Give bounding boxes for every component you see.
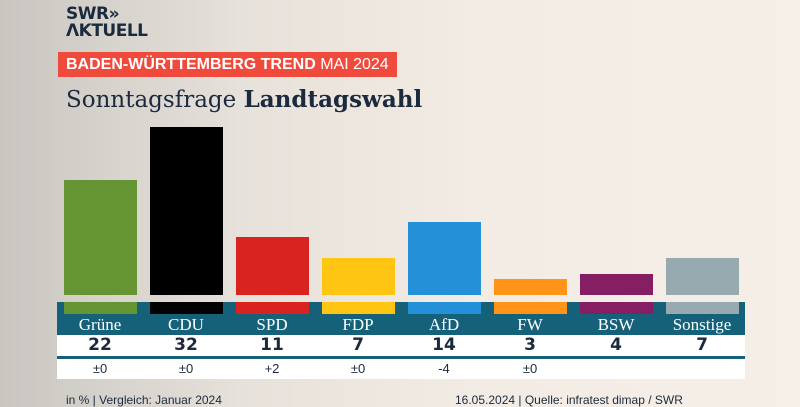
value-label: 14 [432, 335, 456, 355]
value-label: 7 [696, 335, 708, 355]
swatch-4 [408, 302, 481, 314]
value-label: 32 [174, 335, 198, 355]
bar-1 [150, 127, 223, 295]
bar-4 [408, 221, 481, 295]
change-label: ±0 [350, 361, 366, 376]
banner: BADEN-WÜRTTEMBERG TREND MAI 2024 [58, 52, 397, 77]
bar-3 [322, 258, 395, 295]
title-bold: Landtagswahl [243, 86, 423, 113]
category-label: SPD [256, 315, 288, 334]
swatch-0 [64, 302, 137, 314]
value-label: 4 [610, 335, 622, 355]
category-label: Grüne [78, 315, 122, 334]
value-label: 22 [88, 335, 112, 355]
swr-aktuell-logo: SWR» ΛKTUELL [66, 6, 148, 40]
category-label: BSW [597, 315, 635, 334]
category-label: Sonstige [672, 315, 732, 334]
footer-left: in % | Vergleich: Januar 2024 [66, 393, 222, 407]
footer-right: 16.05.2024 | Quelle: infratest dimap / S… [455, 393, 683, 407]
category-label: FW [517, 315, 543, 334]
swatch-3 [322, 302, 395, 314]
values-row [57, 335, 745, 359]
bar-5 [494, 279, 567, 295]
value-label: 7 [352, 335, 364, 355]
change-label: ±0 [92, 361, 108, 376]
change-label: ±0 [178, 361, 194, 376]
bar-0 [64, 179, 137, 295]
bar-6 [580, 274, 653, 295]
category-label: CDU [168, 315, 204, 334]
bar-2 [236, 237, 309, 295]
change-label: +2 [264, 361, 280, 376]
category-label: AfD [428, 315, 460, 334]
swatch-2 [236, 302, 309, 314]
banner-bold: BADEN-WÜRTTEMBERG TREND [66, 56, 316, 73]
swatch-5 [494, 302, 567, 314]
swatch-6 [580, 302, 653, 314]
title-regular: Sonntagsfrage [66, 87, 237, 113]
change-label: ±0 [522, 361, 538, 376]
chart-title: Sonntagsfrage Landtagswahl [66, 86, 422, 114]
banner-date: MAI 2024 [320, 56, 389, 73]
value-label: 11 [260, 335, 284, 355]
bar-7 [666, 258, 739, 295]
logo-line1: SWR» [66, 4, 120, 24]
swatch-1 [150, 302, 223, 314]
swatch-7 [666, 302, 739, 314]
category-label: FDP [342, 315, 374, 334]
change-label: -4 [438, 361, 450, 376]
logo-line2: ΛKTUELL [66, 21, 148, 41]
changes-row [57, 359, 745, 379]
value-label: 3 [524, 335, 536, 355]
